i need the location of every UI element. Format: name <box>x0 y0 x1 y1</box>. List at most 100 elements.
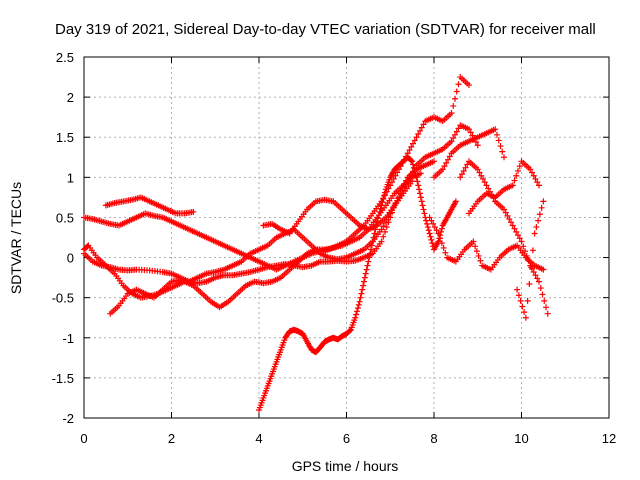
series-arc-5 <box>107 122 481 317</box>
data-point <box>519 303 526 310</box>
data-point <box>429 240 436 247</box>
data-point <box>502 209 509 216</box>
data-point <box>453 88 460 95</box>
data-point <box>515 232 521 239</box>
data-point <box>410 161 416 168</box>
data-point <box>366 254 373 261</box>
data-point <box>537 285 544 292</box>
data-point <box>411 167 418 174</box>
data-point <box>530 172 537 179</box>
data-point <box>426 230 433 237</box>
data-point <box>382 228 388 235</box>
data-point <box>417 194 424 201</box>
x-tick-label: 0 <box>80 431 87 446</box>
series-arc-4 <box>102 194 197 217</box>
x-tick-label: 8 <box>430 431 437 446</box>
data-point <box>540 198 547 205</box>
data-point <box>476 169 483 176</box>
data-point <box>517 297 524 304</box>
y-tick-label: -2 <box>62 411 74 426</box>
data-point <box>418 124 425 131</box>
data-point <box>377 205 384 212</box>
data-point <box>190 208 197 215</box>
data-point <box>506 216 513 223</box>
data-point <box>420 206 427 213</box>
data-point <box>406 147 413 154</box>
data-point <box>417 170 424 177</box>
y-tick-label: 1.5 <box>56 130 74 145</box>
axis-ticks: 0 2 4 6 8 10 12 -2 -1.5 -1 -0.5 0 0.5 1 1.5 2 2.5 <box>52 50 617 446</box>
data-point <box>488 191 495 198</box>
data-point <box>535 217 542 224</box>
series-arc-9 <box>466 158 542 217</box>
data-point <box>474 166 481 173</box>
data-point <box>481 179 488 186</box>
data-point <box>360 282 367 289</box>
data-point <box>425 227 432 234</box>
data-point <box>509 182 516 189</box>
x-tick-label: 2 <box>168 431 175 446</box>
data-point <box>452 95 458 102</box>
data-point <box>368 242 375 249</box>
data-point <box>410 140 416 147</box>
data-point <box>467 129 474 136</box>
y-tick-label: 0.5 <box>56 210 74 225</box>
data-point <box>536 182 542 189</box>
data-point <box>375 212 382 219</box>
data-point <box>355 301 362 308</box>
data-point <box>445 156 451 163</box>
data-point <box>534 179 541 186</box>
data-point <box>515 167 521 174</box>
data-point <box>485 185 492 192</box>
data-point <box>413 174 420 181</box>
data-point <box>536 211 543 218</box>
data-point <box>428 217 435 224</box>
data-point <box>532 175 539 182</box>
x-tick-label: 10 <box>514 431 528 446</box>
data-point <box>534 275 541 282</box>
data-point <box>357 294 364 301</box>
data-point <box>362 270 369 277</box>
data-point <box>515 292 522 299</box>
data-point <box>369 238 376 245</box>
x-tick-label: 6 <box>343 431 350 446</box>
data-point <box>477 257 484 264</box>
data-point <box>358 290 365 297</box>
y-tick-label: 0 <box>67 251 74 266</box>
data-point <box>361 278 367 285</box>
data-point <box>494 131 500 138</box>
data-point <box>455 81 462 88</box>
data-point <box>478 172 485 179</box>
data-point <box>409 178 416 185</box>
data-point <box>522 248 528 255</box>
data-point <box>483 182 490 189</box>
data-point <box>430 220 437 227</box>
data-points <box>81 74 551 413</box>
data-point <box>501 154 507 161</box>
data-point <box>424 224 431 231</box>
data-point <box>427 233 434 240</box>
data-point <box>378 226 385 233</box>
data-point <box>406 175 413 182</box>
data-point <box>417 190 423 197</box>
series-arc-10 <box>457 158 551 317</box>
data-point <box>450 102 457 109</box>
data-point <box>441 163 448 170</box>
data-point <box>408 171 415 178</box>
data-point <box>418 198 425 205</box>
data-point <box>466 82 472 89</box>
data-point <box>532 272 539 279</box>
data-point <box>522 314 529 321</box>
data-point <box>495 137 502 144</box>
data-point <box>524 297 531 304</box>
data-point <box>352 314 359 321</box>
data-point <box>525 257 532 264</box>
chart-title: Day 319 of 2021, Sidereal Day-to-day VTE… <box>55 21 596 38</box>
data-point <box>401 184 408 191</box>
data-point <box>433 227 440 234</box>
data-point <box>363 266 370 273</box>
x-tick-label: 4 <box>255 431 262 446</box>
data-point <box>509 222 516 229</box>
data-point <box>541 297 548 304</box>
